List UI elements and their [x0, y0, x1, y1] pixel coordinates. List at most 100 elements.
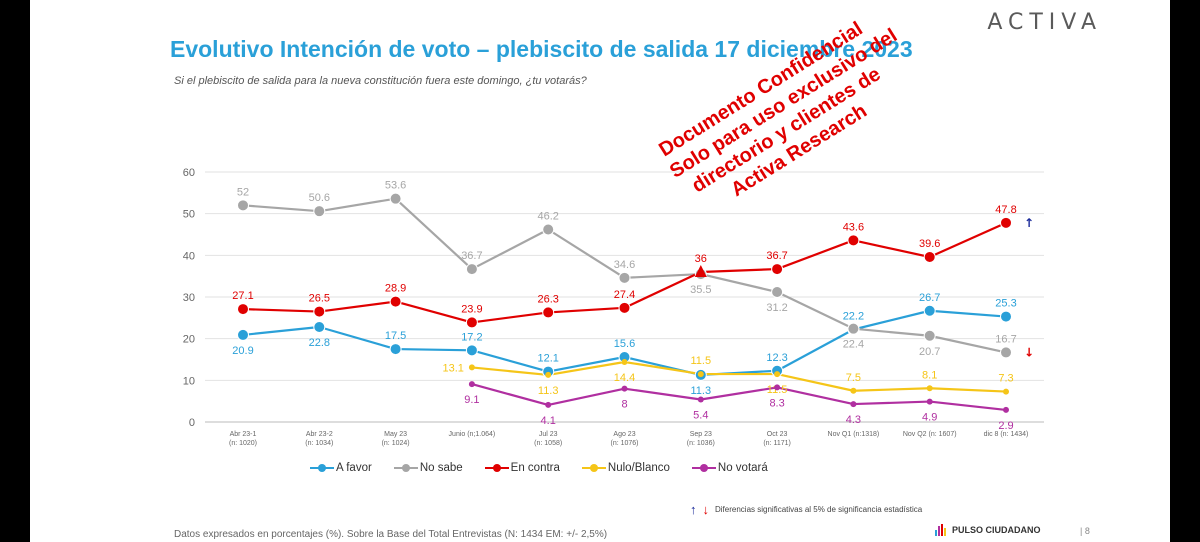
- data-point-no_sabe: [771, 286, 784, 298]
- data-label-a_favor: 17.2: [461, 331, 482, 343]
- data-label-no_sabe: 20.7: [919, 346, 940, 358]
- x-tick-label: Junio (n;1.064): [449, 431, 496, 438]
- data-label-en_contra: 27.4: [614, 289, 635, 301]
- legend-label: Nulo/Blanco: [607, 462, 670, 474]
- data-label-en_contra: 23.9: [461, 303, 482, 315]
- data-label-en_contra: 43.6: [843, 221, 864, 233]
- chart-subtitle: Si el plebiscito de salida para la nueva…: [174, 75, 587, 87]
- data-point-en_contra: [389, 295, 402, 308]
- data-label-en_contra: 26.3: [537, 293, 558, 305]
- legend-label: No sabe: [419, 462, 463, 474]
- footer-brand: PULSO CIUDADANO: [952, 525, 1041, 535]
- data-label-en_contra: 39.6: [919, 238, 940, 250]
- legend-swatch: [393, 462, 418, 474]
- legend-label: No votará: [717, 462, 768, 474]
- y-tick-label: 60: [183, 167, 195, 179]
- data-point-en_contra: [694, 265, 707, 277]
- data-point-en_contra: [542, 306, 555, 319]
- data-label-no_sabe: 34.6: [614, 259, 635, 271]
- x-tick-sample-label: (n: 1076): [610, 440, 638, 447]
- data-point-en_contra: [847, 234, 860, 247]
- data-label-a_favor: 11.3: [691, 385, 712, 397]
- data-label-en_contra: 47.8: [995, 204, 1016, 216]
- data-point-no_sabe: [465, 263, 478, 276]
- data-point-nulo: [545, 371, 552, 378]
- arrow-up-icon: ↑: [690, 502, 697, 517]
- page-number-value: 8: [1084, 526, 1090, 536]
- data-point-nulo: [774, 371, 781, 378]
- y-tick-label: 50: [183, 209, 195, 221]
- data-point-nulo: [850, 387, 857, 394]
- legend-swatch: [484, 462, 509, 474]
- data-point-no_votara: [774, 384, 781, 391]
- arrow-down-icon: ↓: [702, 502, 710, 517]
- data-point-a_favor: [313, 321, 326, 333]
- data-point-en_contra: [618, 301, 631, 314]
- data-point-nulo: [621, 359, 628, 365]
- data-point-no_votara: [850, 401, 857, 408]
- x-tick-sample-label: (n: 1024): [382, 440, 410, 447]
- data-point-a_favor: [465, 344, 478, 357]
- data-point-no_votara: [545, 401, 552, 408]
- data-point-no_votara: [468, 381, 475, 388]
- data-label-a_favor: 12.1: [537, 353, 558, 365]
- data-label-nulo: 11.3: [538, 385, 559, 397]
- data-label-nulo: 7.5: [846, 372, 861, 384]
- data-label-no_votara: 4.1: [541, 415, 556, 427]
- legend-item-nulo-blanco: Nulo/Blanco: [581, 462, 670, 474]
- data-label-a_favor: 22.2: [843, 311, 864, 323]
- data-label-a_favor: 15.6: [614, 338, 635, 350]
- data-label-no_sabe: 22.4: [843, 339, 864, 351]
- significance-arrow-down: ↓: [1024, 345, 1034, 359]
- activa-logo: ACTIVA: [987, 10, 1102, 35]
- chart-title: Evolutivo Intención de voto – plebiscito…: [170, 36, 913, 62]
- x-tick-label: Abr 23-1: [230, 431, 257, 438]
- data-point-no_sabe: [389, 192, 402, 205]
- data-point-nulo: [926, 385, 933, 392]
- data-label-no_sabe: 50.6: [309, 192, 330, 204]
- data-point-no_sabe: [542, 223, 555, 236]
- data-point-en_contra: [1000, 216, 1012, 229]
- data-label-no_votara: 2.9: [998, 420, 1013, 432]
- data-point-no_votara: [1003, 406, 1009, 413]
- data-point-en_contra: [237, 303, 249, 316]
- data-point-no_sabe: [847, 322, 860, 335]
- data-label-no_sabe: 16.7: [995, 333, 1016, 345]
- data-label-a_favor: 25.3: [995, 298, 1016, 310]
- data-point-en_contra: [313, 305, 326, 318]
- data-label-nulo: 13.1: [442, 362, 463, 374]
- data-point-a_favor: [923, 304, 936, 317]
- x-tick-label: Ago 23: [613, 431, 635, 438]
- legend-swatch: [691, 462, 716, 474]
- x-tick-label: Nov Q1 (n:1318): [828, 431, 880, 438]
- data-point-en_contra: [465, 316, 478, 329]
- significance-note: ↑ ↓ Diferencias significativas al 5% de …: [690, 502, 922, 517]
- data-label-nulo: 7.3: [998, 373, 1013, 385]
- x-tick-sample-label: (n: 1020): [229, 440, 257, 447]
- legend-swatch: [310, 462, 334, 474]
- x-tick-label: Sep 23: [690, 431, 712, 438]
- data-label-a_favor: 12.3: [766, 352, 787, 364]
- data-point-no_votara: [926, 398, 933, 405]
- data-point-no_sabe: [923, 329, 936, 342]
- legend-item-no-sabe: No sabe: [393, 462, 463, 474]
- legend-item-a-favor: A favor: [310, 462, 372, 474]
- data-label-no_sabe: 31.2: [766, 302, 787, 314]
- data-point-nulo: [468, 364, 475, 371]
- legend-label: En contra: [510, 462, 560, 474]
- x-tick-label: May 23: [384, 431, 407, 438]
- y-tick-label: 30: [183, 292, 195, 304]
- data-label-a_favor: 26.7: [919, 292, 940, 304]
- data-label-en_contra: 28.9: [385, 283, 406, 295]
- data-point-no_sabe: [237, 199, 249, 212]
- data-label-no_sabe: 52: [237, 186, 249, 198]
- data-label-en_contra: 36: [695, 253, 707, 265]
- y-tick-label: 20: [183, 334, 195, 346]
- line-chart: 0 10 20 30 40 50 60 Abr 23-1 (n: 1020) Abr 23-2 (n…: [183, 167, 1044, 447]
- data-label-en_contra: 36.7: [766, 250, 787, 262]
- data-label-en_contra: 26.5: [309, 293, 330, 305]
- legend-item-no-votara: No votará: [691, 462, 768, 474]
- data-point-a_favor: [237, 328, 249, 341]
- y-tick-label: 0: [189, 417, 195, 429]
- x-tick-label: Oct 23: [767, 431, 788, 438]
